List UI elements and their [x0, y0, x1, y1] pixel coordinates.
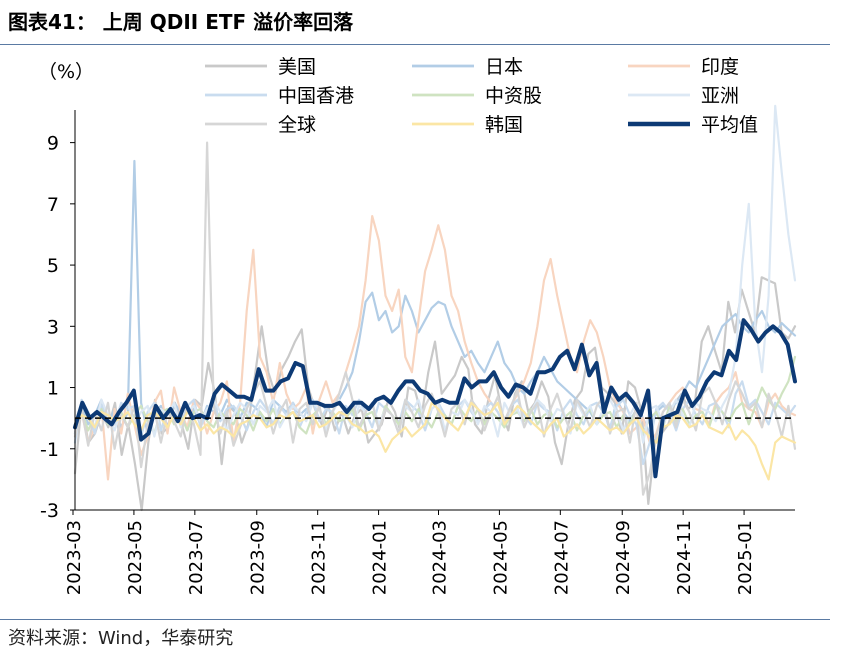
x-tick-label-3: 2023-09: [248, 520, 269, 595]
legend-label-3: 中国香港: [278, 85, 354, 107]
axes: 9 7 5 3 1 -1 -3 （%） 2023-03 2023-05 2023-07 2023-09…: [38, 61, 795, 595]
series-line-7: [73, 401, 797, 481]
y-tick-label-5: -1: [40, 439, 59, 461]
legend-label-2: 印度: [701, 56, 739, 78]
source-note: 资料来源：Wind，华泰研究: [8, 628, 234, 649]
x-tick-label-7: 2024-05: [490, 520, 511, 595]
x-tick-label-5: 2024-01: [370, 520, 391, 595]
series-line-8: [73, 318, 797, 479]
y-axis-label: （%）: [38, 61, 94, 83]
y-tick-label-6: -3: [40, 500, 59, 522]
footer-divider: [0, 619, 830, 620]
legend-label-7: 韩国: [485, 114, 523, 136]
x-tick-label-4: 2023-11: [309, 520, 330, 595]
x-tick-label-9: 2024-09: [613, 520, 634, 595]
legend-label-8: 平均值: [701, 114, 758, 136]
x-tick-label-11: 2025-01: [735, 520, 756, 595]
legend-label-1: 日本: [485, 56, 523, 78]
x-tick-label-6: 2024-03: [429, 520, 450, 595]
x-tick-label-8: 2024-07: [551, 520, 572, 595]
x-tick-label-10: 2024-11: [674, 520, 695, 595]
legend-label-6: 全球: [278, 114, 316, 136]
legend-label-0: 美国: [278, 56, 316, 78]
x-tick-label-2: 2023-07: [186, 520, 207, 595]
y-tick-label-1: 7: [47, 194, 59, 216]
line-chart: 9 7 5 3 1 -1 -3 （%） 2023-03 2023-05 2023-07 2023-09…: [38, 56, 797, 595]
chart-title: 图表41： 上周 QDII ETF 溢价率回落: [8, 10, 354, 34]
x-tick-label-1: 2023-05: [125, 520, 146, 595]
x-tick-label-0: 2023-03: [64, 520, 85, 595]
y-tick-label-3: 3: [47, 316, 59, 338]
y-tick-label-4: 1: [47, 378, 59, 400]
legend-label-5: 亚洲: [701, 85, 739, 107]
series-lines: [73, 104, 797, 512]
series-line-6: [73, 141, 797, 496]
y-tick-label-2: 5: [47, 255, 59, 277]
title-divider: [0, 44, 830, 45]
y-tick-label-0: 9: [47, 133, 59, 155]
legend-label-4: 中资股: [485, 85, 542, 107]
